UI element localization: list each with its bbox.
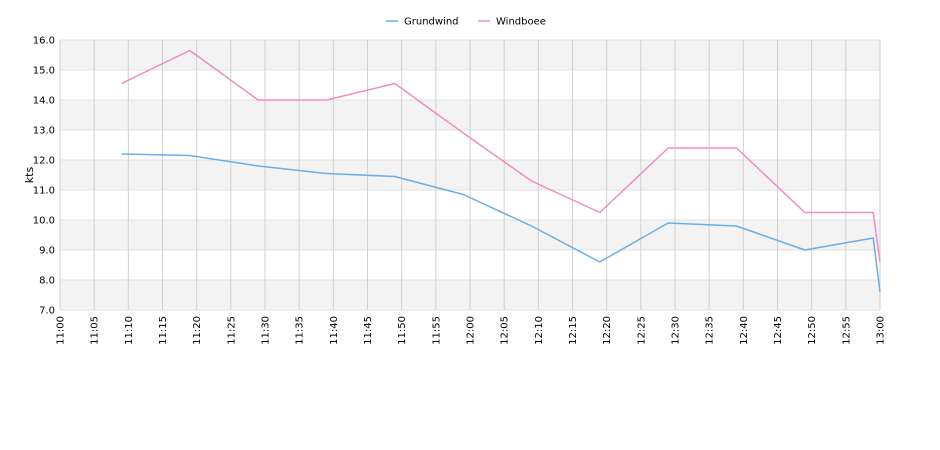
y-tick-label: 7.0 [39,306,55,317]
x-tick-label: 11:20 [192,316,203,345]
x-tick-label: 12:00 [466,316,477,345]
y-axis-ticks: 7.0 8.0 9.0 10.0 11.0 12.0 13.0 14.0 15.0 16.0 [33,36,55,317]
x-tick-label: 11:05 [90,316,101,345]
x-tick-label: 11:30 [261,316,272,345]
x-tick-label: 12:50 [807,316,818,345]
series-line-grundwind [121,153,881,293]
x-tick-label: 12:10 [534,316,545,345]
x-tick-label: 11:35 [295,316,306,345]
y-axis-label: kts [23,167,36,184]
series-line-windboee [121,49,881,263]
x-tick-label: 11:50 [397,316,408,345]
y-tick-label: 14.0 [33,96,55,107]
x-tick-label: 12:20 [602,316,613,345]
x-tick-label: 11:00 [56,316,67,345]
x-tick-label: 12:05 [500,316,511,345]
y-tick-label: 10.0 [33,216,55,227]
x-tick-label: 12:25 [636,316,647,345]
x-tick-label: 12:30 [671,316,682,345]
x-tick-label: 13:00 [876,316,887,345]
x-tick-label: 12:35 [705,316,716,345]
x-tick-label: 12:40 [739,316,750,345]
x-tick-label: 12:15 [568,316,579,345]
legend-label: Grundwind [404,17,459,28]
legend-label: Windboee [496,17,546,28]
x-tick-label: 11:10 [124,316,135,345]
x-axis-ticks: 11:00 11:05 11:10 11:15 11:20 11:25 11:30 11:35… [56,316,887,345]
y-tick-label: 11.0 [33,186,55,197]
legend: Grundwind Windboee [386,17,546,28]
x-tick-label: 11:45 [363,316,374,345]
x-tick-label: 11:25 [226,316,237,345]
x-tick-label: 11:55 [431,316,442,345]
series-lines [121,49,881,293]
x-tick-label: 12:55 [841,316,852,345]
y-tick-label: 8.0 [39,276,55,287]
y-tick-label: 15.0 [33,66,55,77]
x-tick-label: 11:15 [158,316,169,345]
y-tick-label: 13.0 [33,126,55,137]
x-tick-label: 11:40 [329,316,340,345]
y-tick-label: 16.0 [33,36,55,47]
y-tick-label: 12.0 [33,156,55,167]
grid-lines [59,39,881,311]
y-tick-label: 9.0 [39,246,55,257]
x-tick-label: 12:45 [773,316,784,345]
